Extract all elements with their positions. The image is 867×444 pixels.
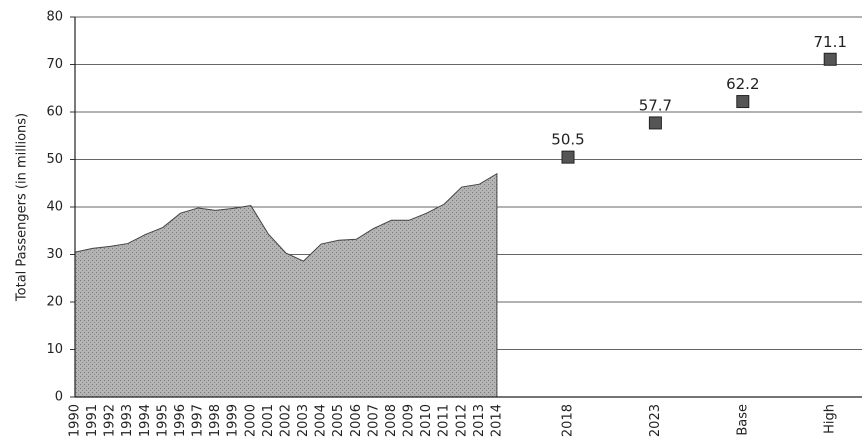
x-tick-label: 1996 [173,404,188,437]
x-tick-label: 1990 [68,404,83,437]
x-tick-label: 1998 [208,404,223,437]
data-label: 71.1 [813,33,846,51]
y-tick-label: 10 [46,342,63,357]
y-tick-label: 40 [46,200,63,215]
x-tick-label: Base [735,404,750,436]
x-tick-label: 2004 [314,404,329,437]
y-tick-label: 50 [46,152,63,167]
area [74,172,498,398]
x-tick-label: 2023 [648,404,663,437]
data-label: 57.7 [639,96,672,114]
x-tick-label: 2013 [472,404,487,437]
y-tick-label: 60 [46,105,63,120]
x-tick-label: 1995 [155,404,170,437]
marker [648,116,662,130]
x-tick-label: 2018 [561,404,576,437]
x-tick-label: 1999 [226,404,241,437]
x-tick-label: 1992 [103,404,118,437]
data-label: 50.5 [551,131,584,149]
x-tick-label: 2007 [366,404,381,437]
x-tick-label: 1997 [191,404,206,437]
y-axis-label: Total Passengers (in millions) [15,113,30,302]
x-tick-label: 2005 [331,404,346,437]
x-tick-label: 1993 [120,404,135,437]
x-tick-label: 2000 [243,404,258,437]
marker [736,95,750,109]
x-tick-label: 2006 [349,404,364,437]
x-tick-label: 1994 [138,404,153,437]
x-tick-label: 2008 [384,404,399,437]
x-tick-label: 2012 [454,404,469,437]
x-tick-label: 2001 [261,404,276,437]
marker [561,150,575,164]
x-tick-label: 2002 [278,404,293,437]
y-tick-label: 20 [46,295,63,310]
x-tick-label: 2011 [437,404,452,437]
x-tick-label: 2003 [296,404,311,437]
y-tick-label: 70 [46,57,63,72]
data-label: 62.2 [726,75,759,93]
x-tick-label: 1991 [85,404,100,437]
x-tick-label: High [823,404,838,434]
y-tick-label: 0 [55,390,63,405]
x-tick-label: 2010 [419,404,434,437]
marker [823,52,837,66]
x-tick-label: 2009 [402,404,417,437]
y-tick-label: 30 [46,247,63,262]
x-tick-label: 2014 [489,404,504,437]
y-tick-label: 80 [46,10,63,25]
